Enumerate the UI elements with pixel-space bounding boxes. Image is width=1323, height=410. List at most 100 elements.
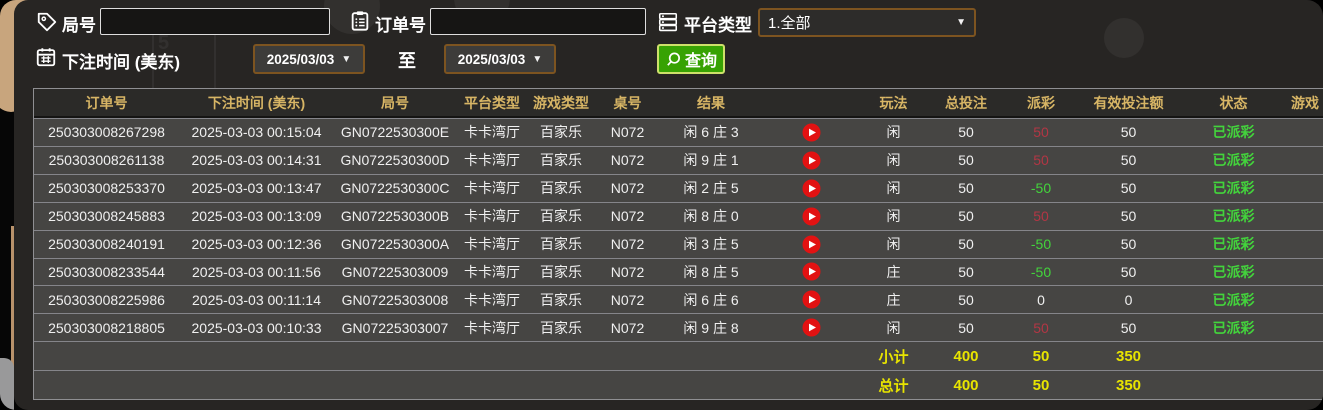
cell-bet-side: 闲: [886, 180, 901, 197]
cell-result: 闲 9 庄 8: [683, 319, 739, 336]
replay-button[interactable]: [802, 290, 821, 309]
header-bet-side: 玩法: [879, 94, 908, 111]
cell-platform: 卡卡湾厅: [464, 152, 520, 169]
clipboard-icon: [351, 11, 369, 31]
cell-valid-bet: 50: [1120, 208, 1137, 225]
cell-total-bet: 50: [958, 291, 974, 308]
round-no-input[interactable]: [100, 8, 330, 35]
header-bet-time: 下注时间 (美东): [207, 94, 306, 111]
replay-button[interactable]: [802, 318, 821, 337]
cell-order-no: 250303008225986: [48, 291, 165, 308]
cell-payout: -50: [1030, 180, 1052, 197]
cell-table-no: N072: [610, 152, 645, 169]
table-row: 250303008267298 2025-03-03 00:15:04 GN0722…: [34, 118, 1323, 146]
header-platform: 平台类型: [464, 94, 520, 111]
chevron-down-icon: ▼: [956, 17, 966, 28]
date-from-select[interactable]: 2025/03/03 ▼: [253, 44, 365, 74]
cell-result: 闲 6 庄 6: [683, 291, 739, 308]
cell-platform: 卡卡湾厅: [464, 208, 520, 225]
cell-round-no: GN0722530300A: [340, 236, 450, 253]
platform-type-label: 平台类型: [684, 16, 752, 35]
cell-payout: 50: [1033, 152, 1049, 169]
cell-round-no: GN07225303007: [341, 319, 449, 336]
replay-button[interactable]: [802, 179, 821, 198]
total-row-payout: 50: [1032, 376, 1050, 394]
cell-status: 已派彩: [1212, 236, 1255, 253]
cell-play: [761, 235, 861, 254]
cell-valid-bet: 0: [1124, 291, 1133, 308]
subtotal-row-valid-bet: 350: [1115, 347, 1142, 365]
search-button-label: 查询: [684, 53, 717, 70]
cell-bet-time: 2025-03-03 00:15:04: [191, 124, 322, 141]
cell-game-type: 百家乐: [540, 291, 582, 308]
cell-table-no: N072: [610, 291, 645, 308]
cell-order-no: 250303008267298: [48, 124, 165, 141]
platform-type-icon: [658, 12, 678, 32]
table-row: 250303008240191 2025-03-03 00:12:36 GN0722…: [34, 229, 1323, 258]
cell-game-type: 百家乐: [540, 208, 582, 225]
results-table: 订单号 下注时间 (美东) 局号 平台类型 游戏类型 桌号 结果 玩法 总投注 派彩 有效投注额 状态…: [33, 88, 1323, 400]
bet-time-label: 下注时间 (美东): [62, 53, 181, 72]
cell-bet-side: 闲: [886, 124, 901, 141]
date-from-value: 2025/03/03: [266, 51, 335, 67]
cell-bet-time: 2025-03-03 00:11:14: [192, 291, 321, 308]
cell-result: 闲 6 庄 3: [683, 124, 739, 141]
cell-total-bet: 50: [958, 208, 974, 225]
cell-platform: 卡卡湾厅: [464, 236, 520, 253]
date-to-value: 2025/03/03: [457, 51, 526, 67]
cell-status: 已派彩: [1212, 208, 1255, 225]
cell-platform: 卡卡湾厅: [464, 291, 520, 308]
background-image-fragment: [11, 226, 16, 386]
cell-status: 已派彩: [1212, 152, 1255, 169]
cell-table-no: N072: [610, 319, 645, 336]
cell-order-no: 250303008261138: [48, 152, 165, 169]
replay-button[interactable]: [802, 123, 821, 142]
cell-valid-bet: 50: [1120, 236, 1137, 253]
cell-valid-bet: 50: [1120, 180, 1137, 197]
cell-order-no: 250303008245883: [48, 208, 165, 225]
platform-type-selected-value: 1.全部: [768, 15, 811, 32]
header-status: 状态: [1219, 94, 1248, 111]
subtotal-row-bet-side: 小计: [878, 348, 909, 366]
subtotal-row-payout: 50: [1032, 347, 1050, 365]
cell-game-type: 百家乐: [540, 263, 582, 280]
tag-icon: [37, 12, 57, 32]
cell-table-no: N072: [610, 208, 645, 225]
cell-game-type: 百家乐: [540, 319, 582, 336]
cell-bet-side: 闲: [886, 319, 901, 336]
cell-table-no: N072: [610, 236, 645, 253]
header-table-no: 桌号: [613, 94, 642, 111]
cell-round-no: GN0722530300D: [340, 152, 450, 169]
cell-bet-side: 闲: [886, 152, 901, 169]
cell-bet-side: 庄: [886, 263, 901, 280]
header-result: 结果: [697, 94, 725, 111]
table-row: 250303008225986 2025-03-03 00:11:14 GN0722…: [34, 285, 1323, 314]
replay-button[interactable]: [802, 151, 821, 170]
table-header-row: 订单号 下注时间 (美东) 局号 平台类型 游戏类型 桌号 结果 玩法 总投注 派彩 有效投注额 状态…: [34, 89, 1323, 118]
date-to-select[interactable]: 2025/03/03 ▼: [444, 44, 556, 74]
table-row: 250303008218805 2025-03-03 00:10:33 GN0722…: [34, 313, 1323, 342]
cell-platform: 卡卡湾厅: [464, 263, 520, 280]
cell-bet-time: 2025-03-03 00:11:56: [192, 263, 321, 280]
platform-type-select[interactable]: 1.全部 ▼: [758, 8, 976, 37]
round-no-label: 局号: [62, 16, 96, 35]
cell-bet-side: 闲: [886, 208, 901, 225]
cell-round-no: GN0722530300E: [340, 124, 450, 141]
replay-button[interactable]: [802, 207, 821, 226]
search-button[interactable]: 查询: [657, 44, 725, 74]
cell-valid-bet: 50: [1120, 152, 1137, 169]
table-row: 250303008261138 2025-03-03 00:14:31 GN0722…: [34, 145, 1323, 174]
replay-button[interactable]: [802, 235, 821, 254]
chevron-down-icon: ▼: [532, 53, 543, 65]
cell-result: 闲 8 庄 0: [683, 208, 739, 225]
search-icon: [667, 52, 681, 66]
cell-bet-time: 2025-03-03 00:10:33: [191, 319, 322, 336]
cell-bet-time: 2025-03-03 00:12:36: [191, 236, 322, 253]
replay-button[interactable]: [802, 262, 821, 281]
cell-total-bet: 50: [958, 152, 974, 169]
cell-result: 闲 3 庄 5: [683, 236, 739, 253]
order-no-input[interactable]: [430, 8, 646, 35]
cell-status: 已派彩: [1212, 263, 1255, 280]
cell-order-no: 250303008253370: [48, 180, 165, 197]
